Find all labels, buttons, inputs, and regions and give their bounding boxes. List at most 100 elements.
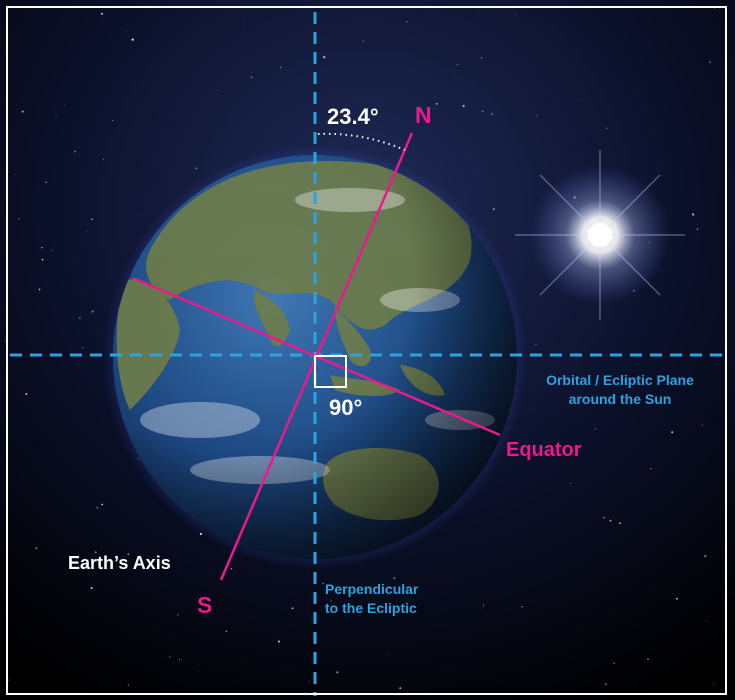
star	[492, 208, 495, 211]
star	[521, 606, 523, 608]
star	[491, 113, 494, 115]
star	[230, 567, 233, 570]
star	[78, 316, 81, 319]
star	[50, 249, 53, 251]
star	[323, 55, 326, 59]
star	[14, 173, 16, 175]
star	[74, 150, 77, 153]
star	[676, 597, 678, 600]
star	[125, 5, 128, 9]
right-angle-marker	[314, 355, 347, 388]
star	[362, 40, 364, 42]
star	[577, 98, 579, 100]
star	[177, 614, 179, 616]
sun-glow-icon	[515, 150, 685, 320]
star	[218, 693, 219, 695]
star	[198, 664, 199, 666]
star	[4, 340, 6, 342]
star	[671, 431, 674, 434]
star	[330, 600, 332, 602]
star	[63, 103, 65, 105]
star	[55, 116, 57, 117]
star	[195, 167, 198, 170]
star	[25, 393, 28, 395]
star	[480, 57, 483, 59]
equator-label: Equator	[506, 439, 582, 461]
star	[399, 687, 402, 689]
star	[139, 214, 141, 216]
star	[594, 428, 597, 430]
star	[291, 607, 294, 610]
star	[387, 655, 389, 657]
star	[250, 76, 253, 79]
star	[6, 679, 9, 681]
star	[515, 14, 517, 16]
star	[336, 671, 339, 674]
right-angle-label: 90°	[329, 395, 363, 420]
orbital-plane-label-line1: Orbital / Ecliptic Plane	[546, 372, 694, 388]
star	[603, 517, 605, 519]
star	[21, 110, 24, 113]
star	[619, 522, 621, 525]
star	[178, 659, 180, 661]
star	[339, 112, 342, 114]
star	[704, 554, 707, 558]
star	[169, 656, 171, 658]
star	[322, 582, 324, 585]
star	[18, 217, 20, 220]
star	[650, 468, 652, 470]
star	[535, 343, 537, 346]
orbital-plane-label-line2: around the Sun	[568, 391, 672, 407]
star	[244, 23, 246, 25]
star	[91, 218, 93, 220]
star	[604, 683, 607, 686]
star	[127, 684, 130, 686]
star	[609, 519, 612, 522]
star	[481, 607, 483, 609]
star	[606, 127, 608, 129]
star	[406, 21, 408, 23]
perpendicular-label-line1: Perpendicular	[325, 581, 419, 597]
star	[112, 119, 114, 122]
star	[712, 683, 714, 685]
star	[35, 547, 38, 550]
south-pole-label: S	[197, 592, 213, 618]
perpendicular-label: Perpendicular to the Ecliptic	[325, 580, 418, 618]
star	[334, 606, 337, 608]
star	[570, 482, 572, 484]
star	[489, 6, 491, 8]
star	[481, 110, 484, 113]
orbital-plane-label: Orbital / Ecliptic Plane around the Sun	[520, 371, 720, 409]
star	[225, 630, 228, 633]
star	[102, 158, 105, 161]
star	[126, 30, 128, 32]
star	[277, 640, 280, 643]
star	[38, 288, 41, 291]
star	[535, 115, 537, 116]
star	[692, 213, 695, 216]
star	[647, 658, 649, 660]
star	[94, 551, 97, 554]
star	[453, 73, 455, 74]
star	[435, 102, 438, 105]
star	[45, 181, 47, 183]
star	[96, 506, 99, 509]
star	[127, 553, 130, 556]
star	[706, 620, 708, 623]
star	[90, 587, 93, 590]
star	[41, 258, 44, 261]
star	[101, 503, 104, 506]
star	[652, 396, 654, 398]
star	[524, 445, 526, 447]
star	[41, 247, 43, 249]
star	[86, 231, 88, 232]
star	[479, 9, 480, 11]
star	[131, 38, 134, 41]
star	[393, 577, 396, 580]
star	[101, 12, 103, 15]
star	[462, 104, 465, 108]
star	[483, 604, 485, 606]
star	[279, 66, 282, 69]
